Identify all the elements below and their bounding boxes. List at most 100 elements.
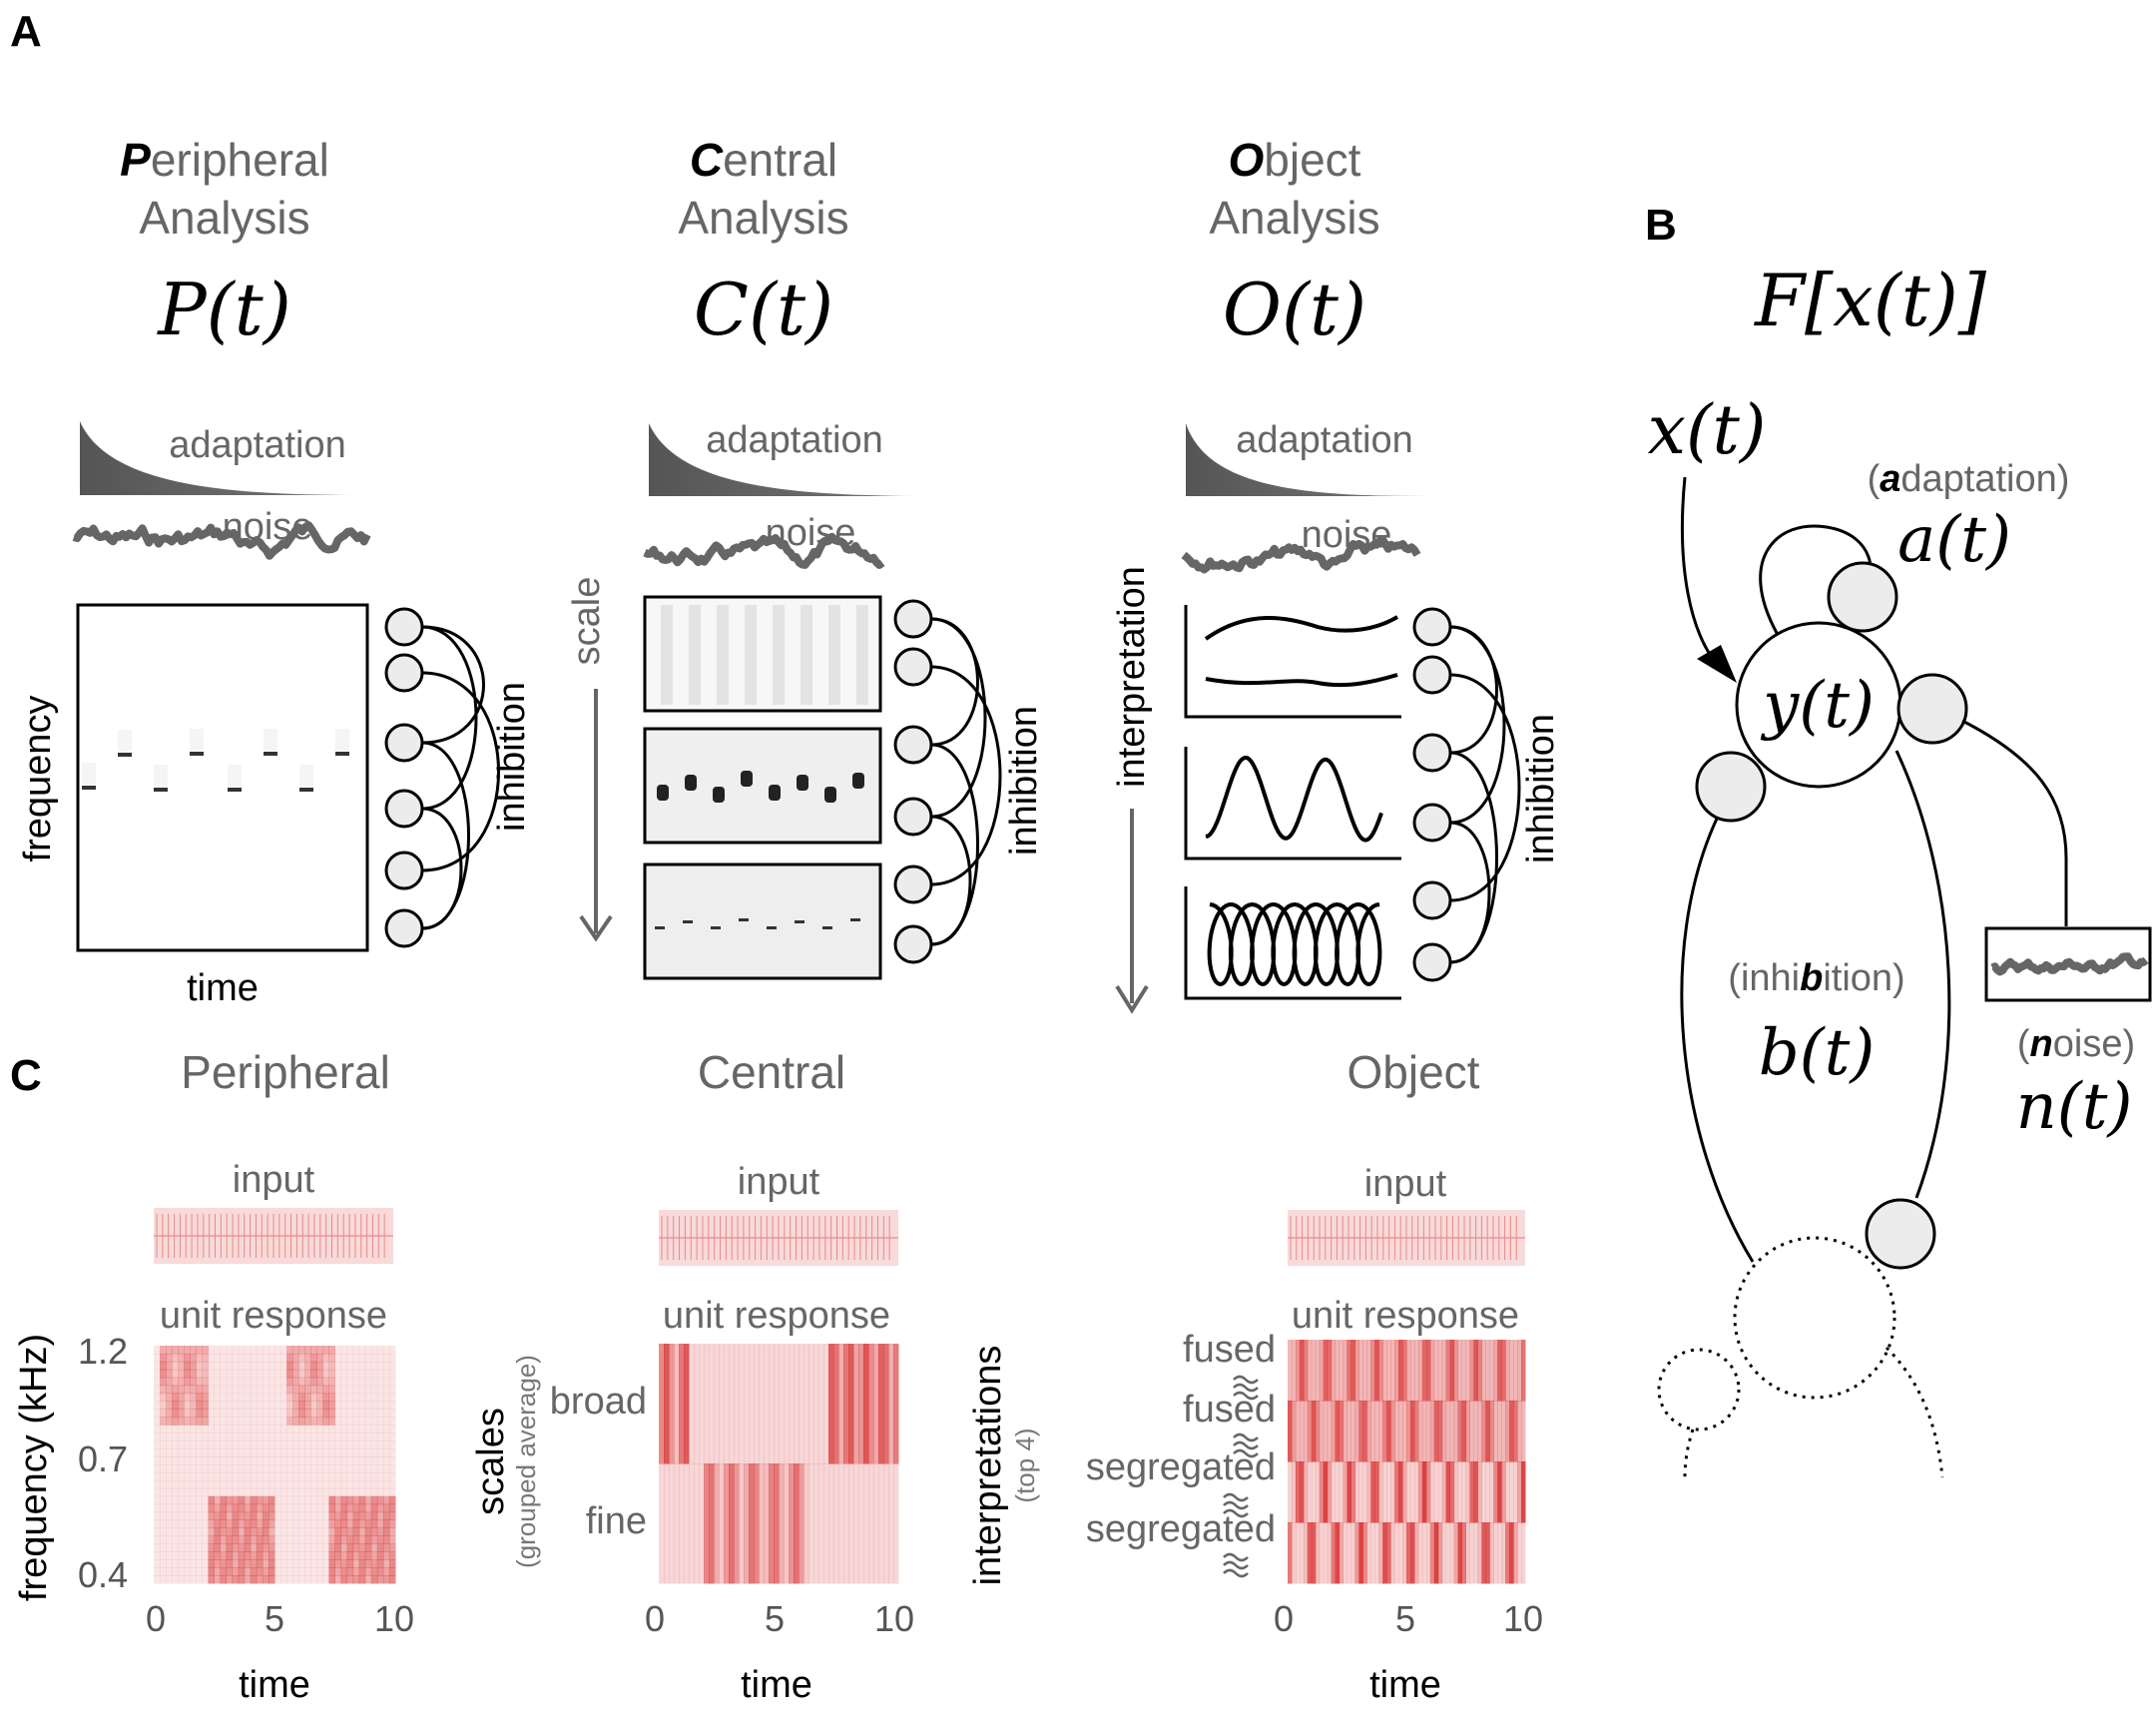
heat-cell	[364, 1511, 372, 1521]
heat-cell	[232, 1369, 240, 1379]
heat-cell	[196, 1409, 203, 1418]
squiggle-icon	[1233, 1383, 1259, 1393]
heat-cell	[280, 1503, 287, 1513]
heat-cell	[808, 1463, 814, 1584]
heat-cell	[1513, 1461, 1518, 1523]
heat-cell	[346, 1479, 354, 1489]
central-inhibition-network	[893, 599, 1002, 964]
heat-cell	[1354, 1401, 1359, 1462]
heat-cell	[376, 1495, 384, 1505]
inhibition-node	[1412, 655, 1452, 695]
panel-c-object-row-1: fused	[1183, 1329, 1276, 1371]
heat-cell	[184, 1527, 191, 1536]
heat-cell	[1493, 1461, 1498, 1523]
heat-cell	[220, 1543, 228, 1552]
heat-cell	[1350, 1401, 1355, 1462]
heat-cell	[292, 1361, 299, 1371]
heat-cell	[160, 1369, 167, 1379]
heat-cell	[340, 1448, 348, 1457]
heat-cell	[190, 1425, 197, 1434]
heat-cell	[328, 1385, 335, 1395]
heat-cell	[238, 1409, 246, 1418]
panel-a-object: Object Analysis O(t) adaptation noise in…	[1111, 134, 1562, 1014]
scale-1-band	[801, 605, 812, 705]
heat-cell	[1497, 1461, 1502, 1523]
heat-cell	[214, 1551, 222, 1560]
heat-cell	[1417, 1522, 1423, 1584]
heat-cell	[370, 1409, 378, 1418]
heat-cell	[1339, 1522, 1345, 1584]
heat-cell	[370, 1511, 378, 1521]
heat-cell	[382, 1456, 390, 1465]
heat-cell	[220, 1511, 228, 1521]
heat-cell	[196, 1535, 203, 1544]
heat-cell	[322, 1353, 329, 1363]
heat-cell	[1386, 1461, 1391, 1523]
object-noise-label: noise	[1302, 514, 1392, 556]
heat-cell	[310, 1495, 317, 1505]
heat-cell	[190, 1353, 197, 1363]
heat-cell	[749, 1344, 755, 1464]
heat-cell	[178, 1433, 185, 1441]
heat-cell	[262, 1464, 270, 1473]
heat-cell	[244, 1575, 252, 1584]
heat-cell	[316, 1527, 323, 1536]
heat-cell	[196, 1559, 203, 1568]
heat-cell	[178, 1440, 185, 1449]
heat-cell	[316, 1559, 323, 1568]
heat-cell	[262, 1543, 270, 1552]
heat-cell	[172, 1377, 179, 1387]
heat-cell	[172, 1503, 179, 1513]
heat-cell	[1362, 1461, 1367, 1523]
heat-cell	[214, 1527, 222, 1536]
heat-cell	[292, 1519, 299, 1528]
heat-cell	[226, 1511, 234, 1521]
heat-cell	[286, 1471, 293, 1481]
heat-cell	[334, 1361, 342, 1371]
scale-1-band	[661, 605, 673, 705]
heat-cell	[370, 1471, 378, 1481]
object-interp-axes-3	[1184, 886, 1401, 1000]
heat-cell	[184, 1346, 191, 1355]
heat-cell	[878, 1344, 884, 1464]
panel-c-peripheral-input-label: input	[233, 1159, 315, 1201]
heat-cell	[268, 1401, 275, 1410]
heat-cell	[1362, 1340, 1367, 1402]
heat-cell	[160, 1479, 167, 1489]
heat-cell	[334, 1385, 342, 1395]
heat-cell	[1425, 1340, 1431, 1402]
heat-cell	[1347, 1401, 1351, 1462]
panel-c-object-squiggle-icons	[1223, 1375, 1259, 1578]
heat-cell	[208, 1440, 215, 1449]
heat-cell	[1390, 1401, 1395, 1462]
heat-cell	[749, 1463, 755, 1584]
heat-cell	[1343, 1340, 1348, 1402]
central-scale-label: scale	[566, 577, 608, 666]
heat-cell	[178, 1535, 185, 1544]
heat-cell	[232, 1433, 240, 1441]
heat-cell	[178, 1464, 185, 1473]
panel-b-inhibition-left-path	[1680, 818, 1755, 1263]
heat-cell	[268, 1511, 275, 1521]
heat-cell	[346, 1535, 354, 1544]
heat-cell	[878, 1463, 884, 1584]
heat-cell	[382, 1519, 390, 1528]
heat-cell	[208, 1346, 215, 1355]
heat-cell	[220, 1369, 228, 1379]
heat-cell	[178, 1353, 185, 1363]
heat-cell	[1343, 1401, 1348, 1462]
heat-cell	[1303, 1401, 1309, 1462]
scale-3-mark	[683, 920, 693, 923]
heat-cell	[250, 1479, 258, 1489]
heat-cell	[298, 1551, 305, 1560]
heat-cell	[754, 1344, 760, 1464]
scale-3-mark	[767, 926, 777, 929]
heat-cell	[388, 1479, 396, 1489]
heat-cell	[232, 1487, 240, 1497]
heat-cell	[286, 1487, 293, 1497]
heat-cell	[226, 1401, 234, 1410]
heat-cell	[1489, 1461, 1494, 1523]
heat-cell	[322, 1393, 329, 1403]
heat-cell	[184, 1519, 191, 1528]
heat-cell	[699, 1344, 705, 1464]
